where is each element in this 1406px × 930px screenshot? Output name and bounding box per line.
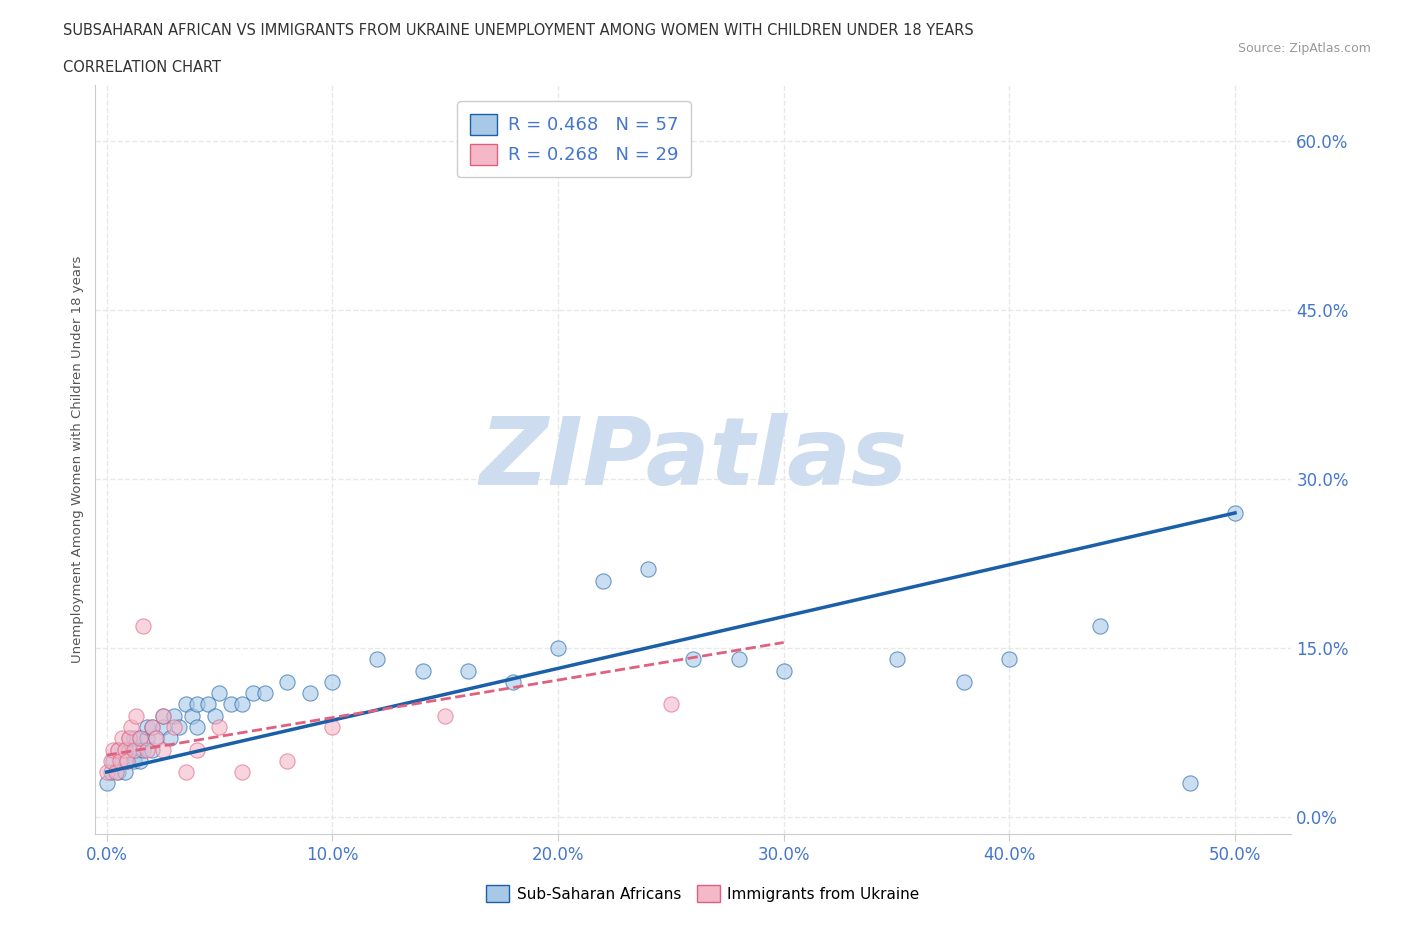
Point bbox=[141, 720, 163, 735]
Point bbox=[208, 720, 231, 735]
Point bbox=[637, 562, 659, 577]
Point bbox=[1178, 776, 1201, 790]
Point bbox=[107, 764, 129, 779]
Point bbox=[114, 742, 136, 757]
Point bbox=[231, 764, 253, 779]
Point bbox=[115, 753, 138, 768]
Point bbox=[107, 742, 129, 757]
Point bbox=[434, 709, 457, 724]
Text: Source: ZipAtlas.com: Source: ZipAtlas.com bbox=[1237, 42, 1371, 55]
Point bbox=[125, 709, 148, 724]
Text: ZIPatlas: ZIPatlas bbox=[479, 414, 907, 505]
Point bbox=[886, 652, 908, 667]
Point bbox=[103, 742, 125, 757]
Point bbox=[174, 697, 197, 711]
Point bbox=[163, 720, 186, 735]
Point bbox=[727, 652, 749, 667]
Point bbox=[231, 697, 253, 711]
Point bbox=[253, 685, 276, 700]
Point bbox=[100, 753, 122, 768]
Point bbox=[125, 742, 148, 757]
Point bbox=[129, 753, 152, 768]
Point bbox=[298, 685, 321, 700]
Point bbox=[321, 674, 343, 689]
Point bbox=[366, 652, 388, 667]
Point bbox=[208, 685, 231, 700]
Point bbox=[163, 709, 186, 724]
Point bbox=[592, 573, 614, 588]
Point bbox=[321, 720, 343, 735]
Point bbox=[204, 709, 226, 724]
Point bbox=[132, 742, 155, 757]
Point bbox=[152, 742, 174, 757]
Point bbox=[953, 674, 976, 689]
Point bbox=[118, 742, 141, 757]
Point bbox=[145, 731, 167, 746]
Text: CORRELATION CHART: CORRELATION CHART bbox=[63, 60, 221, 75]
Point bbox=[129, 731, 152, 746]
Point bbox=[104, 764, 127, 779]
Point bbox=[96, 764, 118, 779]
Point bbox=[132, 618, 155, 633]
Point bbox=[457, 663, 479, 678]
Point bbox=[181, 709, 204, 724]
Point bbox=[412, 663, 434, 678]
Point bbox=[100, 764, 122, 779]
Legend: R = 0.468   N = 57, R = 0.268   N = 29: R = 0.468 N = 57, R = 0.268 N = 29 bbox=[457, 101, 690, 178]
Point bbox=[108, 753, 131, 768]
Point bbox=[152, 709, 174, 724]
Point bbox=[152, 720, 174, 735]
Point bbox=[107, 742, 129, 757]
Point bbox=[118, 731, 141, 746]
Point bbox=[174, 764, 197, 779]
Point bbox=[114, 764, 136, 779]
Point bbox=[186, 697, 208, 711]
Point bbox=[186, 742, 208, 757]
Point bbox=[186, 720, 208, 735]
Point bbox=[197, 697, 219, 711]
Point bbox=[141, 720, 163, 735]
Legend: Sub-Saharan Africans, Immigrants from Ukraine: Sub-Saharan Africans, Immigrants from Uk… bbox=[481, 879, 925, 909]
Point bbox=[167, 720, 190, 735]
Point bbox=[1088, 618, 1111, 633]
Point bbox=[111, 731, 134, 746]
Point bbox=[682, 652, 704, 667]
Point bbox=[114, 742, 136, 757]
Point bbox=[1223, 506, 1246, 521]
Point bbox=[276, 753, 298, 768]
Point bbox=[118, 731, 141, 746]
Point bbox=[159, 731, 181, 746]
Point bbox=[242, 685, 264, 700]
Point bbox=[136, 742, 159, 757]
Point bbox=[998, 652, 1021, 667]
Point bbox=[659, 697, 682, 711]
Point bbox=[502, 674, 524, 689]
Point bbox=[96, 776, 118, 790]
Text: SUBSAHARAN AFRICAN VS IMMIGRANTS FROM UKRAINE UNEMPLOYMENT AMONG WOMEN WITH CHIL: SUBSAHARAN AFRICAN VS IMMIGRANTS FROM UK… bbox=[63, 23, 974, 38]
Point bbox=[136, 731, 159, 746]
Point bbox=[145, 731, 167, 746]
Point bbox=[111, 753, 134, 768]
Point bbox=[120, 720, 142, 735]
Point bbox=[152, 709, 174, 724]
Y-axis label: Unemployment Among Women with Children Under 18 years: Unemployment Among Women with Children U… bbox=[72, 256, 84, 663]
Point bbox=[129, 731, 152, 746]
Point bbox=[136, 720, 159, 735]
Point bbox=[115, 753, 138, 768]
Point bbox=[122, 742, 145, 757]
Point bbox=[276, 674, 298, 689]
Point bbox=[772, 663, 794, 678]
Point bbox=[122, 753, 145, 768]
Point bbox=[141, 742, 163, 757]
Point bbox=[122, 731, 145, 746]
Point bbox=[103, 753, 125, 768]
Point bbox=[547, 641, 569, 656]
Point bbox=[219, 697, 242, 711]
